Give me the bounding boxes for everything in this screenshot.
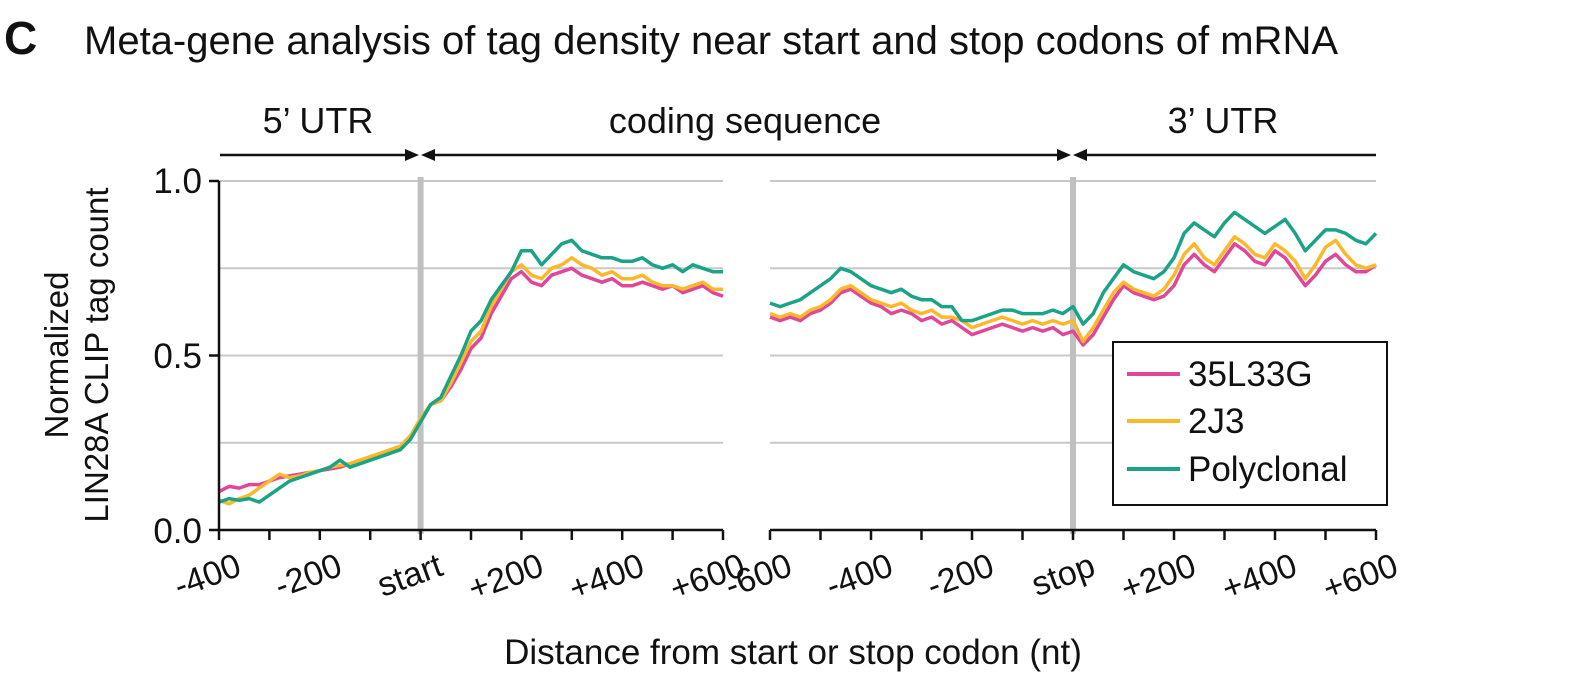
x-tick-label: +400 (564, 546, 649, 608)
x-tick-label: -400 (169, 546, 246, 605)
x-tick-label: start (372, 546, 448, 605)
series-line-2j3 (769, 235, 1377, 344)
start-codon-plot: -400 -200 start +200 +400 +600 (169, 177, 750, 608)
legend: 35L33G 2J3 Polyclonal (1112, 341, 1388, 506)
region-label-5utr: 5’ UTR (263, 100, 374, 141)
y-tick-label: 1.0 (153, 162, 202, 201)
legend-label-polyclonal: Polyclonal (1188, 450, 1348, 489)
series-line-polyclonal (769, 210, 1378, 326)
x-tick-label: +600 (1318, 546, 1403, 608)
region-label-3utr: 3’ UTR (1168, 100, 1279, 141)
arrow-coding-left-head (421, 149, 435, 161)
series-line-2j3 (218, 256, 723, 506)
series-line-polyclonal (218, 238, 723, 504)
arrow-3utr-head (1073, 149, 1087, 161)
legend-box (1112, 341, 1388, 506)
panel-letter: C (4, 12, 37, 64)
x-tick-label: -200 (922, 546, 999, 605)
arrow-coding-right-head (1057, 149, 1071, 161)
y-axis-label: Normalized LIN28A CLIP tag count (38, 187, 115, 522)
region-arrows (220, 149, 1376, 161)
x-tick-label: stop (1027, 546, 1100, 604)
region-label-coding-sequence: coding sequence (609, 100, 881, 141)
y-tick-label: 0.5 (153, 337, 202, 376)
figure-title: Meta-gene analysis of tag density near s… (84, 19, 1338, 63)
x-tick-label: +200 (463, 546, 548, 608)
series-line-35l33g (218, 266, 724, 494)
y-tick-labels: 1.0 0.5 0.0 (153, 162, 202, 551)
x-tick-label: -400 (821, 546, 898, 605)
legend-label-2j3: 2J3 (1188, 402, 1244, 441)
arrow-5utr-head (405, 149, 419, 161)
x-tick-label: +400 (1217, 546, 1302, 608)
x-tick-label: -200 (270, 546, 347, 605)
legend-label-35l33g: 35L33G (1188, 355, 1313, 394)
x-tick-label: +200 (1116, 546, 1201, 608)
series-line-35l33g (769, 242, 1377, 347)
y-axis-label-line-2: LIN28A CLIP tag count (78, 187, 115, 522)
y-axis-label-line-1: Normalized (38, 272, 75, 439)
y-tick-label: 0.0 (153, 512, 202, 551)
x-axis-label: Distance from start or stop codon (nt) (504, 633, 1082, 672)
